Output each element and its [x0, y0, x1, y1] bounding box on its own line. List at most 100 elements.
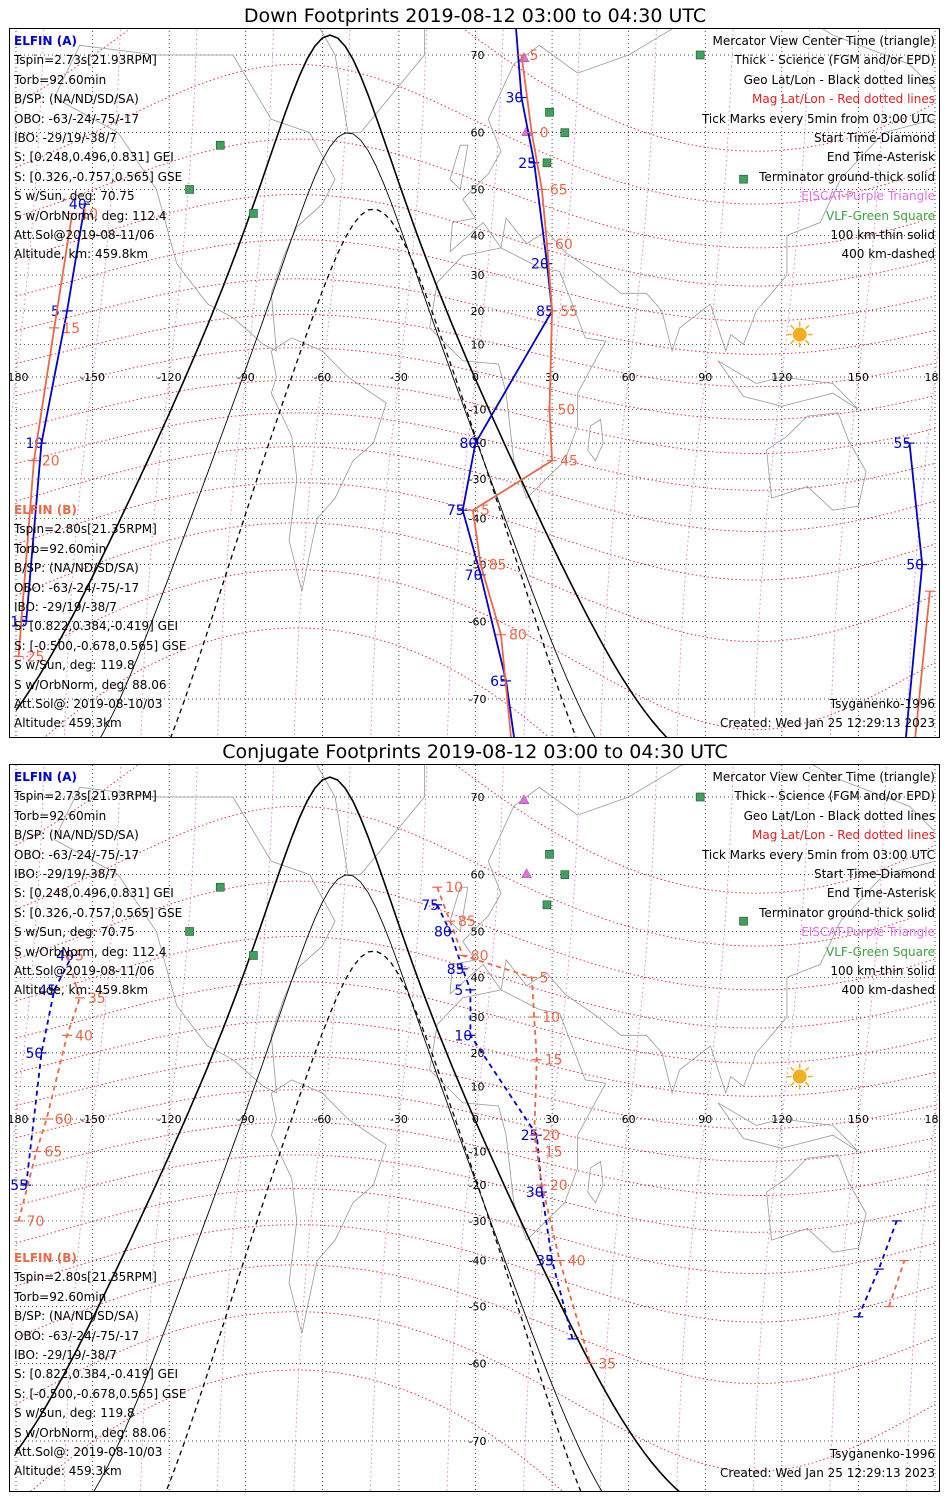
legend: Mercator View Center Time (triangle) Thi… [702, 768, 935, 1001]
legend-item: Thick - Science (FGM and/or EPD) [734, 53, 935, 68]
panel-title-down: Down Footprints 2019-08-12 03:00 to 04:3… [243, 5, 707, 27]
track-time-label: 20 [550, 1178, 568, 1194]
sat-b-line: Att.Sol@: 2019-08-10/03 [14, 696, 163, 711]
lat-tick-label: -10 [469, 1146, 487, 1159]
mag-latitude-line [15, 805, 936, 947]
mag-latitude-line [15, 1121, 936, 1196]
track-time-label: 0 [540, 126, 549, 142]
track-time-label: 10 [445, 880, 463, 896]
mag-latitude-line [15, 446, 936, 532]
lat-tick-label: 40 [471, 229, 485, 242]
sat-a-info: ELFIN (A) Tspin=2.73s[21.93RPM] Torb=92.… [14, 768, 182, 1001]
sat-b-line: Torb=92.60min [14, 541, 107, 556]
sat-a-line: OBO: -63/-24/-75/-17 [14, 111, 140, 126]
legend-item: VLF-Green Square [826, 944, 935, 959]
track-time-label: 80 [460, 436, 478, 452]
sat-a-line: S: [0.248,0.496,0.831] GEI [14, 886, 174, 901]
model-info: Tsyganenko-1996 Created: Wed Jan 25 12:2… [720, 1445, 935, 1484]
lat-tick-label: 50 [471, 925, 485, 938]
coastline [449, 29, 936, 252]
sat-a-line: Torb=92.60min [14, 808, 107, 823]
lon-tick-label: -60 [313, 371, 331, 384]
sat-a-line: S w/Sun, deg: 70.75 [14, 189, 135, 204]
sun-ray [789, 324, 795, 330]
track-time-label: 5 [481, 503, 490, 519]
coastline [270, 1079, 387, 1334]
lon-tick-label: 180 [925, 371, 941, 384]
legend: Mercator View Center Time (triangle) Thi… [702, 32, 935, 265]
lat-tick-label: -20 [469, 1179, 487, 1192]
track-time-label: 35 [536, 1254, 554, 1270]
sat-a-line: S: [0.326,-0.757,0.565] GSE [14, 169, 183, 184]
track-time-label: 70 [465, 568, 483, 584]
footprint-track-b [888, 1260, 906, 1307]
track-time-label: 15 [545, 1145, 563, 1161]
vlf-square-icon [545, 107, 554, 117]
lon-tick-label: 0 [472, 1113, 479, 1126]
coastline [449, 118, 936, 353]
track-time-label: 25 [518, 156, 536, 172]
coastline [319, 29, 425, 133]
track-time-label: 50 [906, 558, 924, 574]
footprint-track-b [914, 591, 931, 737]
vlf-square-icon [739, 174, 748, 184]
track-time-label: 40 [56, 948, 74, 964]
sat-b-line: Tspin=2.80s[21.35RPM] [14, 1270, 157, 1285]
terminator-100km-line [100, 132, 596, 737]
sat-b-line: Tspin=2.80s[21.35RPM] [14, 522, 157, 537]
lat-tick-label: 60 [471, 127, 485, 140]
terminator-line [15, 776, 680, 1491]
lat-tick-label: 70 [471, 49, 485, 62]
mag-latitude-line [15, 482, 936, 581]
sat-a-line: Tspin=2.73s[21.93RPM] [14, 53, 157, 68]
track-time-label: 85 [458, 914, 476, 930]
sat-b-name: ELFIN (B) [14, 503, 77, 517]
sun-ray [789, 1081, 795, 1087]
vlf-square-icon [560, 870, 570, 879]
mag-latitude-line [15, 194, 936, 287]
mag-meridian-line [216, 765, 275, 1491]
track-time-label: 65 [490, 674, 508, 690]
lat-tick-label: 50 [471, 183, 485, 196]
lat-tick-label: -70 [469, 693, 487, 706]
vlf-square-icon [739, 916, 748, 926]
legend-item: VLF-Green Square [826, 208, 935, 223]
track-time-label: 80 [434, 924, 452, 940]
vlf-square-icon [542, 900, 552, 910]
sat-b-line: S w/Sun, deg: 119.8 [14, 658, 135, 673]
mag-latitude-line [15, 765, 936, 894]
legend-item: End Time-Asterisk [826, 886, 935, 901]
sat-a-line: Altitude, km: 459.8km [14, 247, 149, 262]
mag-latitude-line [15, 313, 936, 388]
mag-meridian-line [599, 765, 658, 1491]
map-panel-down: -180-150-120-90-60-300306090120150180706… [9, 28, 940, 738]
coastline [449, 886, 469, 932]
track-time-label: 55 [560, 304, 578, 320]
track-time-label: 50 [26, 1046, 44, 1062]
coastline [766, 1154, 867, 1253]
lat-tick-label: 60 [471, 869, 485, 882]
sat-b-line: S w/OrbNorm, deg: 88.06 [14, 677, 167, 692]
legend-item: Tick Marks every 5min from 03:00 UTC [701, 111, 935, 126]
coastline [449, 765, 936, 994]
lat-tick-label: -30 [469, 1215, 487, 1228]
mag-latitude-line [15, 1188, 936, 1274]
vlf-square-icon [695, 792, 705, 802]
lon-tick-label: 180 [925, 1113, 941, 1126]
terminator-line [15, 34, 668, 737]
lon-tick-label: -90 [237, 371, 255, 384]
legend-item: Mag Lat/Lon - Red dotted lines [751, 92, 935, 107]
sun-ray [804, 339, 810, 345]
panel-title-conjugate: Conjugate Footprints 2019-08-12 03:00 to… [222, 741, 728, 763]
lat-tick-label: 30 [471, 1011, 485, 1024]
footprint-track-b [436, 886, 592, 1364]
sat-b-line: OBO: -63/-24/-75/-17 [14, 580, 140, 595]
sat-b-line: S: [0.822,0.384,-0.419] GEI [14, 619, 179, 634]
footprint-track-b [17, 955, 81, 1222]
coastline [587, 418, 604, 462]
coastline [449, 144, 469, 190]
lon-tick-label: -150 [80, 1113, 105, 1126]
lon-tick-label: 120 [771, 371, 792, 384]
mag-latitude-line [15, 63, 936, 205]
track-time-label: 10 [542, 1010, 560, 1026]
